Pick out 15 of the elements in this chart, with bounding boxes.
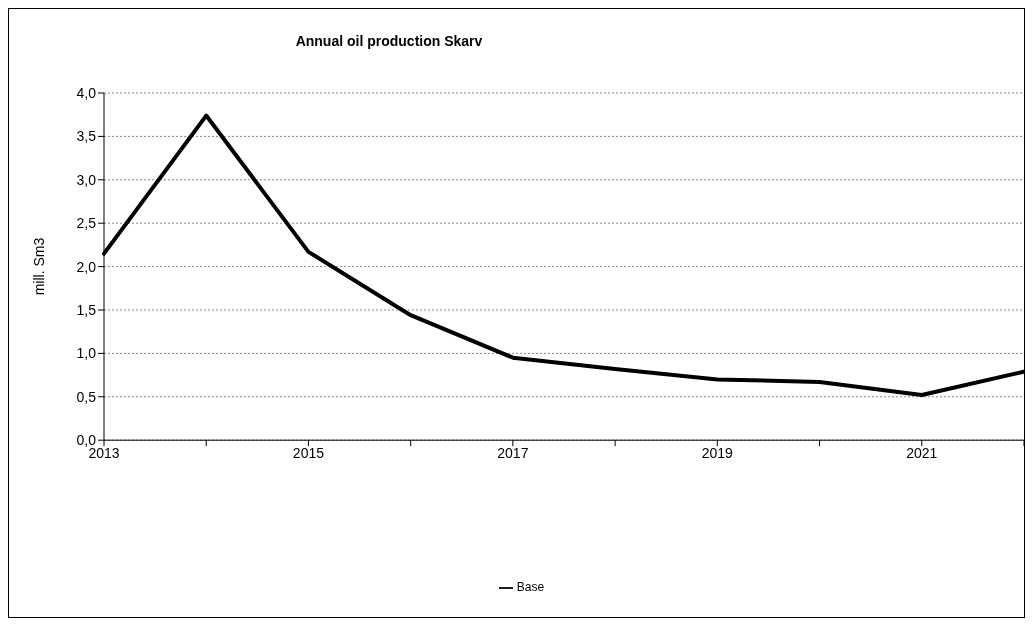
- y-tick-label: 2,0: [76, 258, 97, 275]
- x-tick-label: 2019: [701, 445, 734, 462]
- y-tick-label: 3,5: [76, 128, 97, 145]
- chart-title: Annual oil production Skarv: [294, 33, 484, 49]
- y-tick-label: 1,5: [76, 301, 97, 318]
- legend-label: Base: [516, 580, 545, 595]
- y-axis-title: mill. Sm3: [30, 237, 47, 296]
- y-tick-label: 4,0: [76, 84, 97, 101]
- x-tick-label: 2015: [292, 445, 325, 462]
- x-tick-label: 2017: [497, 445, 529, 462]
- y-tick-label: 2,5: [76, 215, 97, 232]
- y-tick-label: 0,5: [76, 388, 97, 405]
- x-tick-label: 2021: [906, 445, 938, 462]
- y-tick-label: 1,0: [76, 345, 97, 362]
- y-tick-label: 3,0: [76, 171, 97, 188]
